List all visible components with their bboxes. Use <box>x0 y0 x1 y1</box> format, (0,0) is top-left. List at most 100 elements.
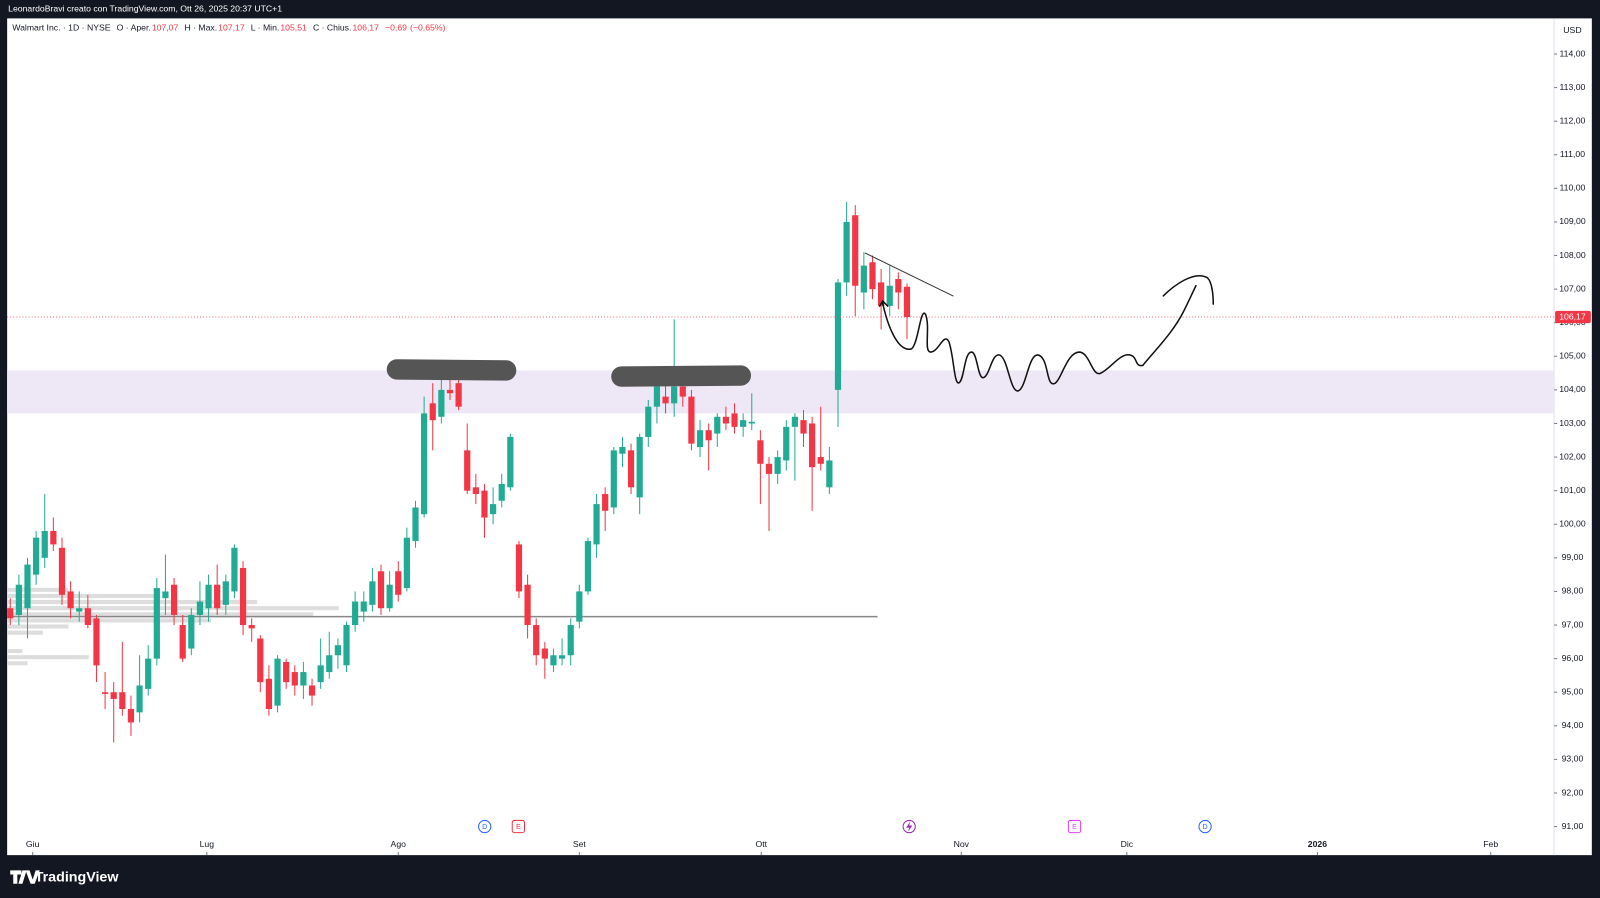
y-tick-label: 97,00 <box>1562 619 1584 629</box>
candle-body <box>300 672 307 686</box>
candle-body <box>257 638 264 683</box>
legend-stat-value: 106,17 <box>352 23 379 33</box>
y-tick-label: 102,00 <box>1559 451 1586 461</box>
candle-body <box>429 403 436 421</box>
event-label: D <box>482 823 487 831</box>
candle-body <box>472 487 479 495</box>
candle-body <box>610 450 617 508</box>
candle-body <box>248 625 255 629</box>
candle-body <box>222 581 229 605</box>
highlight-bar <box>611 365 752 387</box>
candle-body <box>878 282 885 306</box>
event-icon <box>511 819 525 834</box>
y-tick-label: 108,00 <box>1559 250 1586 260</box>
candle-body <box>7 608 14 619</box>
legend-stat-name: L · Min. <box>251 23 280 33</box>
candle-body <box>627 450 635 488</box>
candle-body <box>188 614 195 649</box>
legend-stat-value: 105,51 <box>280 23 307 33</box>
highlight-bar <box>386 359 517 381</box>
candle-body <box>593 504 600 545</box>
candle-body <box>308 685 316 696</box>
candle-body <box>541 648 548 659</box>
legend-title: Walmart Inc. · 1D · NYSE <box>12 23 111 33</box>
candle-body <box>24 564 31 609</box>
candle-body <box>153 588 160 659</box>
candle-body <box>214 584 221 609</box>
candle-body <box>67 591 74 609</box>
lightning-icon <box>906 821 913 832</box>
candle-body <box>283 661 290 683</box>
candle-body <box>352 601 359 626</box>
candle-body <box>558 655 566 659</box>
candle-body <box>722 416 730 424</box>
candle-body <box>671 386 678 404</box>
candle-body <box>438 389 445 417</box>
candle-body <box>33 537 40 575</box>
chart-layer <box>7 53 1558 856</box>
y-tick-label: 92,00 <box>1562 787 1584 797</box>
x-tick-label: Set <box>573 839 587 849</box>
candle-body <box>127 709 135 723</box>
candle-body <box>550 655 557 666</box>
y-tick-label: 107,00 <box>1559 283 1586 293</box>
candle-body <box>119 692 126 710</box>
candle-body <box>852 215 859 286</box>
y-tick-label: 111,00 <box>1560 149 1585 159</box>
candle-body <box>731 413 738 427</box>
candle-body <box>231 547 238 592</box>
event-markers <box>902 819 916 834</box>
y-tick-label: 105,00 <box>1559 351 1586 361</box>
y-tick-label: 110,00 <box>1560 183 1586 193</box>
candle-body <box>446 389 454 394</box>
currency: USD <box>1563 25 1581 35</box>
y-tick-label: 104,00 <box>1559 384 1586 394</box>
candle-body <box>489 504 497 515</box>
y-tick-label: 93,00 <box>1562 754 1584 764</box>
candle-body <box>714 416 721 434</box>
arrow-head <box>1162 275 1215 305</box>
legend: Walmart Inc. · 1D · NYSE O · Aper.107,07 H… <box>12 23 445 33</box>
candle-body <box>421 413 428 515</box>
y-tick-label: 99,00 <box>1562 552 1584 562</box>
y-tick-label: 96,00 <box>1562 653 1584 663</box>
candle-body <box>843 221 850 283</box>
candle-body <box>645 406 652 437</box>
candle-body <box>179 625 186 659</box>
candle-body <box>93 618 100 666</box>
last-price-label: 106,17 <box>1559 311 1586 321</box>
x-tick-label: Dic <box>1121 839 1134 849</box>
legend-change-pct: (−0,65%) <box>410 23 445 33</box>
x-tick-label: Nov <box>954 839 970 849</box>
drawings <box>386 252 1215 392</box>
candle-body <box>765 463 773 474</box>
x-tick-label: 2026 <box>1308 839 1327 849</box>
candle-body <box>265 678 273 710</box>
candle-body <box>196 601 204 615</box>
candle-body <box>826 460 833 488</box>
candle-body <box>110 692 117 699</box>
candle-body <box>809 423 816 468</box>
zone <box>7 370 1555 414</box>
legend-stat-name: H · Max. <box>184 23 217 33</box>
candle-body <box>239 567 247 626</box>
candle-body <box>817 457 824 464</box>
candle-body <box>101 692 109 694</box>
event-icon <box>478 819 492 834</box>
x-tick-label: Lug <box>200 839 215 849</box>
candle-body <box>274 658 281 706</box>
y-tick-label: 103,00 <box>1559 418 1586 428</box>
candle-body <box>84 608 91 626</box>
candle-body <box>50 530 57 545</box>
candle-body <box>886 285 893 306</box>
candle-body <box>343 625 350 666</box>
logo <box>10 870 40 884</box>
y-tick-label: 95,00 <box>1562 687 1584 697</box>
candle-body <box>662 396 669 404</box>
x-tick-label: Giu <box>26 839 40 849</box>
candle-body <box>386 584 393 609</box>
arrow-tail <box>878 299 889 307</box>
candle-body <box>15 584 22 615</box>
candle-body <box>696 430 704 448</box>
